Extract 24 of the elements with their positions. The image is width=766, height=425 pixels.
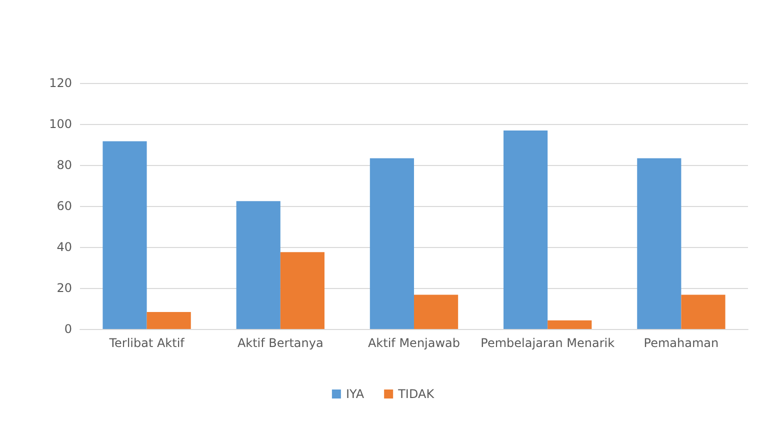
bar: [637, 158, 682, 329]
legend-label: IYA: [346, 387, 365, 401]
bar: [146, 312, 191, 329]
y-tick-label: 0: [64, 322, 72, 336]
y-tick-label: 100: [49, 117, 72, 131]
bar: [504, 130, 548, 329]
bar: [102, 141, 147, 329]
bar: [548, 320, 592, 329]
y-tick-label: 120: [49, 76, 72, 90]
y-tick-label: 60: [56, 199, 72, 213]
legend-label: TIDAK: [397, 387, 436, 401]
bar: [280, 252, 324, 329]
x-tick-label: Terlibat Aktif: [108, 336, 186, 350]
bar: [681, 294, 726, 329]
bar: [236, 201, 280, 329]
y-tick-label: 20: [56, 281, 72, 295]
bar: [414, 294, 458, 329]
bar: [370, 158, 414, 329]
x-tick-label: Pembelajaran Menarik: [480, 336, 615, 350]
y-tick-label: 40: [56, 240, 72, 254]
x-tick-label: Pemahaman: [644, 336, 719, 350]
y-tick-label: 80: [56, 158, 72, 172]
x-tick-label: Aktif Menjawab: [368, 336, 460, 350]
x-tick-label: Aktif Bertanya: [237, 336, 324, 350]
